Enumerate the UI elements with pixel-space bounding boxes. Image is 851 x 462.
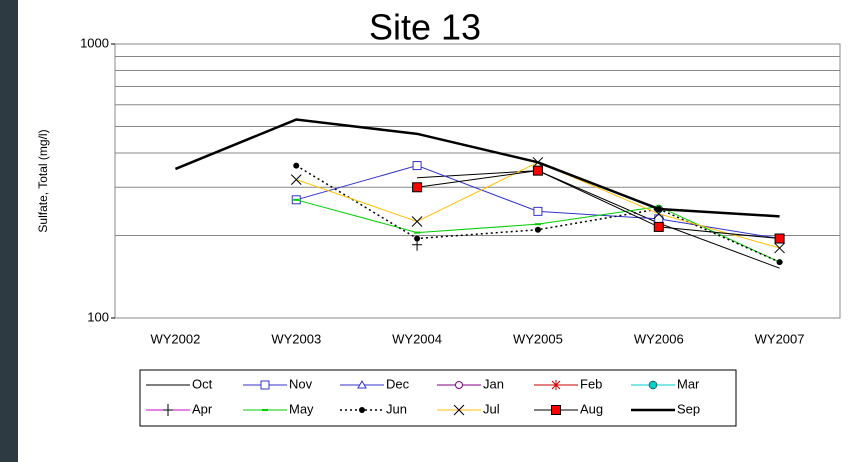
legend-label: Mar: [677, 376, 700, 391]
data-point: [774, 233, 785, 244]
x-tick-label: WY2006: [634, 331, 684, 346]
legend-label: Dec: [386, 376, 410, 391]
data-point: [290, 174, 302, 185]
legend-marker: [551, 405, 561, 415]
legend-label: Sep: [677, 401, 700, 416]
data-point: [653, 221, 664, 232]
data-point: [293, 162, 300, 169]
data-point: [532, 165, 543, 176]
legend-label: Jun: [386, 401, 407, 416]
y-tick-label: 100: [87, 309, 109, 324]
legend-marker: [648, 380, 658, 390]
y-tick-label: 1000: [80, 35, 109, 50]
legend-marker: [163, 404, 173, 416]
legend-label: Feb: [580, 376, 602, 391]
series-line: [417, 170, 780, 269]
data-point: [412, 182, 423, 193]
legend-label: Nov: [289, 376, 313, 391]
legend-label: May: [289, 401, 314, 416]
series-line: [417, 170, 780, 240]
data-point: [411, 216, 423, 227]
legend-label: Jan: [483, 376, 504, 391]
legend-marker: [357, 379, 367, 389]
legend-label: Aug: [580, 401, 603, 416]
data-point: [414, 235, 421, 242]
legend-marker: [551, 380, 561, 390]
legend-label: Apr: [192, 401, 213, 416]
x-tick-label: WY2007: [755, 331, 805, 346]
data-point: [534, 226, 541, 233]
x-tick-label: WY2002: [150, 331, 200, 346]
legend-marker: [260, 380, 270, 390]
plot-area: [114, 43, 841, 319]
x-tick-label: WY2003: [271, 331, 321, 346]
y-axis-label: Sulfate, Total (mg/l): [36, 129, 50, 232]
data-point: [533, 206, 543, 216]
x-tick-label: WY2004: [392, 331, 442, 346]
x-tick-label: WY2005: [513, 331, 563, 346]
data-point: [774, 242, 785, 254]
legend-marker: [455, 381, 463, 389]
data-point: [653, 208, 665, 220]
data-point: [776, 259, 783, 266]
series-line: [174, 118, 780, 218]
chart-title: Site 13: [369, 7, 481, 48]
legend-marker: [453, 404, 465, 416]
data-point: [412, 161, 422, 171]
legend-label: Jul: [483, 401, 500, 416]
legend-label: Oct: [192, 376, 213, 391]
legend-box: [139, 369, 737, 427]
legend-marker: [359, 407, 365, 413]
